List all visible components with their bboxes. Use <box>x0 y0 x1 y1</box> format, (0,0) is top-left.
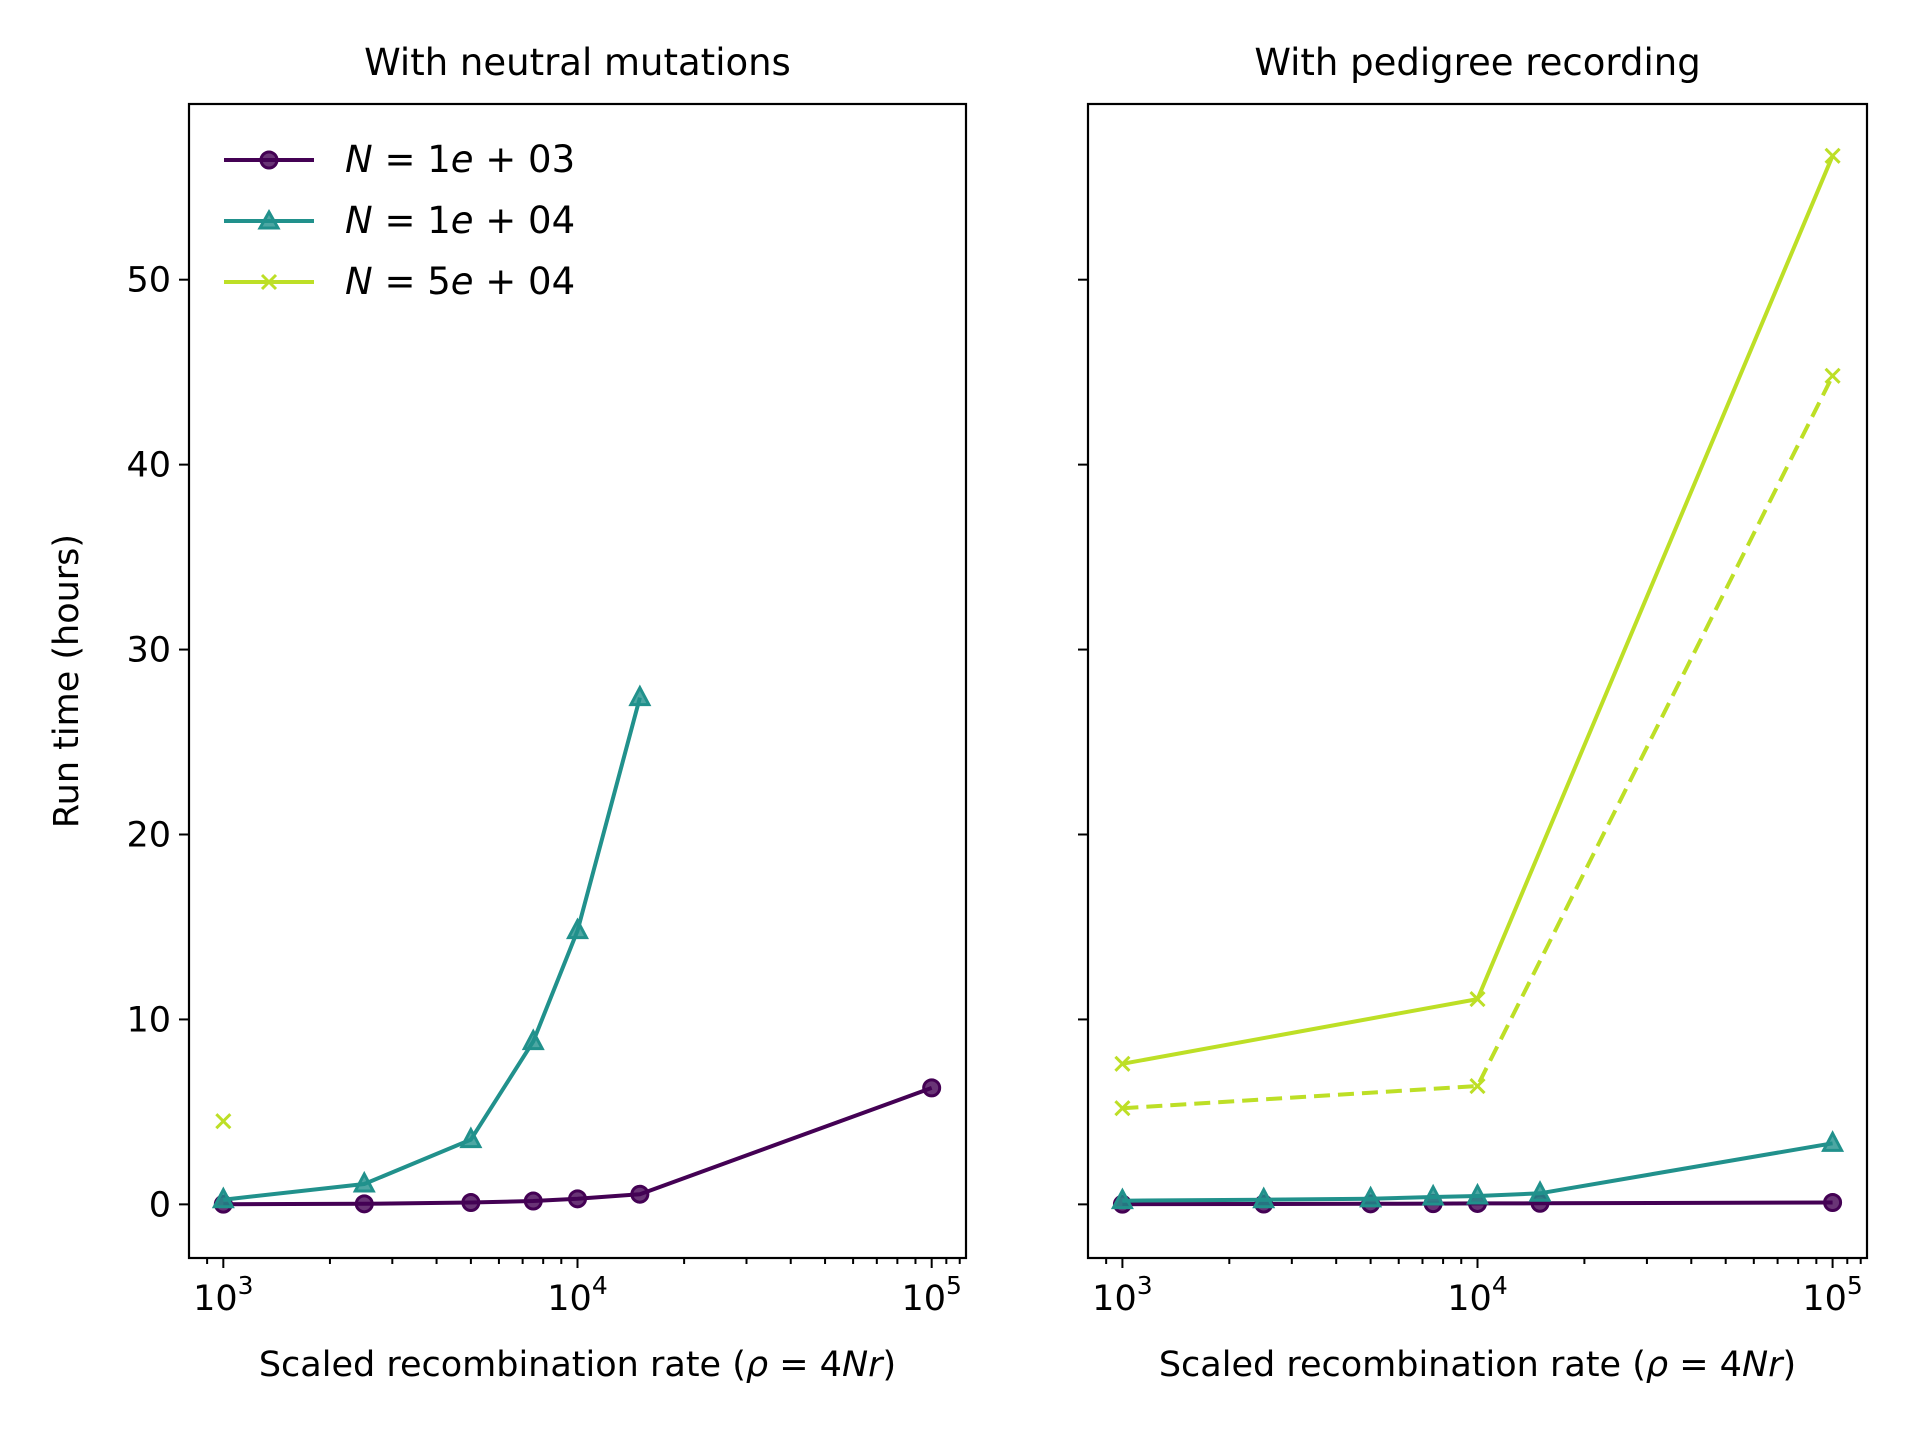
data-point <box>566 917 589 940</box>
series-line <box>223 697 642 1202</box>
data-point <box>211 1186 235 1209</box>
left-panel: With neutral mutations 0 10 20 30 40 50 103 104 1… <box>47 41 968 1385</box>
data-point <box>1359 1185 1383 1208</box>
y-tick-label: 0 <box>149 1185 171 1225</box>
svg-text:N = 5e + 04: N = 5e + 04 <box>345 260 575 303</box>
series <box>1110 1130 1845 1210</box>
y-tick-label: 40 <box>126 446 171 486</box>
series <box>211 684 652 1209</box>
x-axis-label: Scaled recombination rate (ρ = 4Nr) <box>1159 1345 1796 1385</box>
data-point <box>1824 147 1841 164</box>
y-axis-label: Run time (hours) <box>47 534 87 828</box>
svg-text:N = 1e + 03: N = 1e + 03 <box>345 138 575 181</box>
data-point <box>523 1191 543 1211</box>
data-point <box>1821 1130 1845 1152</box>
data-point <box>459 1126 483 1149</box>
data-point <box>354 1194 374 1214</box>
legend: N = 1e + 03 N = 1e + 04 N = 5e + 04 <box>224 138 575 303</box>
data-point <box>630 1184 650 1204</box>
legend-entry: N = 1e + 04 <box>224 199 575 242</box>
data-point <box>1528 1180 1552 1202</box>
series <box>215 1113 232 1130</box>
x-axis-label: Scaled recombination rate (ρ = 4Nr) <box>259 1345 896 1385</box>
legend-entry: N = 5e + 04 <box>224 260 575 303</box>
chart-title: With pedigree recording <box>1254 41 1700 84</box>
data-point <box>628 684 652 707</box>
x-tick-label: 104 <box>547 1271 607 1319</box>
x-tick-label: 103 <box>1092 1271 1152 1319</box>
chart-title: With neutral mutations <box>364 41 791 84</box>
data-point <box>1110 1187 1134 1210</box>
data-point <box>922 1078 942 1098</box>
data-point <box>1421 1183 1445 1206</box>
data-point <box>352 1170 376 1193</box>
y-tick-label: 20 <box>126 815 171 855</box>
x-tick-label: 105 <box>1802 1271 1862 1319</box>
series <box>1114 147 1841 1072</box>
data-point <box>1252 1186 1276 1209</box>
data-point <box>461 1193 481 1213</box>
x-tick-label: 104 <box>1447 1271 1507 1319</box>
data-point <box>1114 1055 1131 1072</box>
y-tick-label: 10 <box>126 1000 171 1040</box>
series <box>1114 367 1841 1117</box>
data-point <box>1823 1193 1843 1213</box>
data-point <box>568 1189 587 1209</box>
data-point <box>521 1028 545 1051</box>
data-point <box>215 1113 232 1130</box>
y-tick-label: 50 <box>126 261 171 301</box>
x-tick-label: 105 <box>901 1271 961 1319</box>
data-point <box>1469 1077 1486 1095</box>
x-tick-label: 103 <box>193 1271 253 1319</box>
y-tick-label: 30 <box>126 631 171 671</box>
series <box>213 1078 942 1214</box>
svg-text:N = 1e + 04: N = 1e + 04 <box>345 199 575 242</box>
data-point <box>1114 1100 1131 1117</box>
data-point <box>1824 367 1841 384</box>
legend-entry: N = 1e + 03 <box>224 138 575 181</box>
data-point <box>1469 991 1486 1008</box>
data-point <box>1466 1182 1489 1205</box>
